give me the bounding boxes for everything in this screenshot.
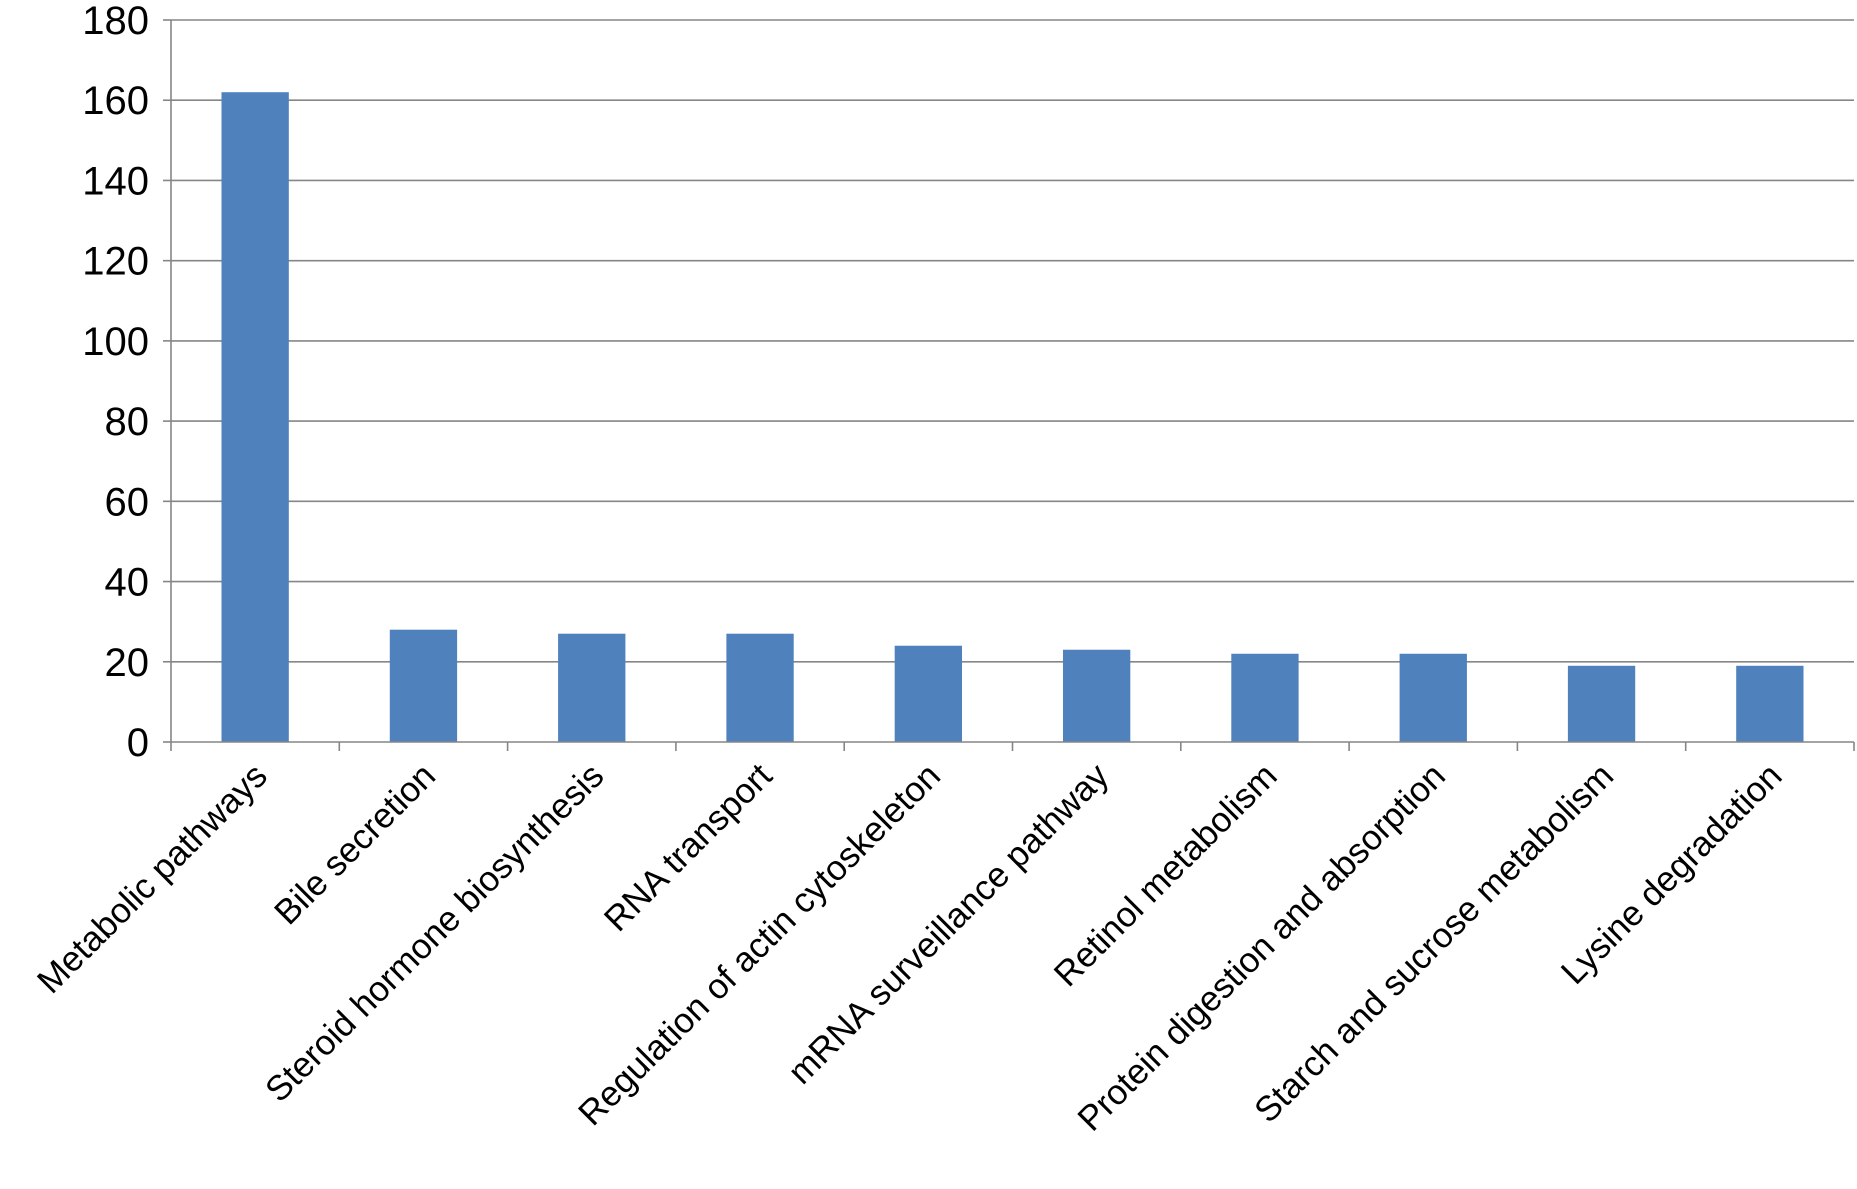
- y-tick-labels: 0 20 40 60 80 100 120 140 160 180: [82, 0, 149, 765]
- x-tick-label: Metabolic pathways: [30, 756, 275, 1001]
- x-tick-label: Steroid hormone biosynthesis: [258, 756, 612, 1110]
- x-tick-label: Bile secretion: [267, 756, 443, 932]
- y-tick-label: 20: [105, 641, 150, 685]
- bar-2: [558, 633, 626, 742]
- bar-8: [1567, 665, 1636, 742]
- y-tick-label: 60: [105, 480, 150, 524]
- x-tick-label: mRNA surveillance pathway: [781, 756, 1117, 1092]
- bar-7: [1399, 653, 1467, 742]
- bar-5: [1062, 649, 1131, 742]
- bar-1: [389, 629, 458, 742]
- x-tick-label: Protein digestion and absorption: [1070, 756, 1453, 1139]
- x-tick-label: RNA transport: [597, 756, 780, 939]
- bars: [221, 92, 1804, 742]
- x-tick-label: Regulation of actin cytoskeleton: [571, 756, 948, 1133]
- bar-6: [1231, 653, 1299, 742]
- y-tick-label: 180: [82, 0, 149, 43]
- bar-0: [221, 92, 289, 742]
- axes: [163, 19, 1855, 751]
- y-tick-label: 80: [105, 400, 150, 444]
- y-tick-label: 0: [127, 721, 149, 765]
- bar-9: [1736, 665, 1804, 742]
- y-tick-label: 40: [105, 561, 150, 605]
- y-tick-label: 100: [82, 320, 149, 364]
- gridlines: [171, 19, 1854, 663]
- x-tick-label: Starch and sucrose metabolism: [1247, 756, 1621, 1130]
- y-tick-label: 160: [82, 79, 149, 123]
- y-tick-label: 120: [82, 240, 149, 284]
- bar-4: [894, 645, 963, 742]
- y-tick-label: 140: [82, 159, 149, 203]
- bar-3: [726, 633, 794, 742]
